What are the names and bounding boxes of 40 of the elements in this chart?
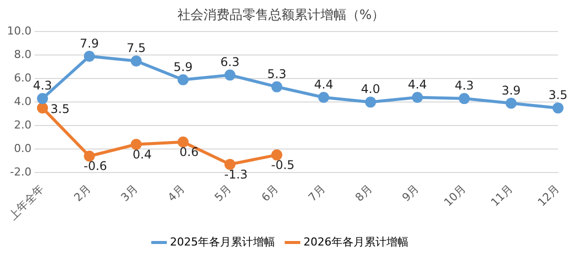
- data-label: 3.5: [548, 88, 568, 102]
- data-label: 7.5: [126, 41, 146, 56]
- legend-label: 2026年各月累计增幅: [304, 235, 408, 248]
- data-label: 4.4: [408, 78, 427, 92]
- x-tick-label: 12月: [535, 182, 562, 210]
- x-tick-label: 8月: [352, 182, 375, 204]
- x-tick-label: 10月: [442, 182, 468, 210]
- data-label: -1.3: [224, 167, 248, 182]
- data-label: 7.9: [80, 36, 99, 50]
- x-tick-label: 6月: [259, 182, 281, 204]
- y-tick-label: 10.0: [6, 24, 32, 38]
- data-label: 6.3: [220, 55, 240, 70]
- x-tick-label: 5月: [212, 182, 234, 204]
- y-tick-label: 8.0: [14, 48, 32, 61]
- data-label: 5.9: [174, 60, 193, 74]
- data-label: 0.4: [132, 147, 152, 162]
- data-label: 4.3: [32, 78, 52, 93]
- data-label: 0.6: [180, 145, 199, 160]
- y-tick-label: 4.0: [14, 94, 32, 108]
- data-label: 4.4: [314, 78, 334, 92]
- data-label: 3.9: [502, 83, 521, 98]
- x-tick-label: 3月: [118, 182, 140, 204]
- y-tick-label: 6.0: [14, 71, 32, 84]
- data-label: 5.3: [267, 66, 286, 81]
- data-label: 3.5: [50, 102, 70, 116]
- x-tick-label: 9月: [400, 182, 422, 204]
- data-label: -0.5: [271, 158, 295, 172]
- x-tick-label: 上年全年: [6, 182, 47, 222]
- y-tick-label: -2.0: [10, 165, 32, 178]
- x-tick-label: 7月: [306, 182, 328, 204]
- x-tick-label: 2月: [72, 182, 94, 204]
- data-label: 4.3: [454, 78, 474, 93]
- x-tick-label: 4月: [165, 182, 188, 204]
- y-tick-label: 0.0: [14, 142, 32, 155]
- data-label: 4.0: [360, 82, 380, 96]
- x-tick-label: 11月: [488, 182, 516, 210]
- chart-title: 社会消费品零售总额累计增幅（%）: [177, 8, 385, 24]
- legend-label: 2025年各月累计增幅: [170, 235, 276, 248]
- data-label: -0.6: [84, 159, 108, 174]
- y-tick-label: 2.0: [14, 118, 32, 132]
